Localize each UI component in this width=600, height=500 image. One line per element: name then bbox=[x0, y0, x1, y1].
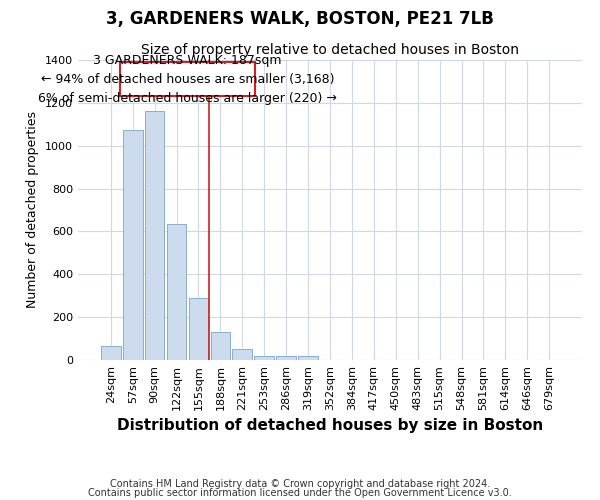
X-axis label: Distribution of detached houses by size in Boston: Distribution of detached houses by size … bbox=[117, 418, 543, 433]
Text: 3 GARDENERS WALK: 187sqm
← 94% of detached houses are smaller (3,168)
6% of semi: 3 GARDENERS WALK: 187sqm ← 94% of detach… bbox=[38, 54, 337, 105]
Bar bbox=[232, 350, 252, 360]
Bar bbox=[276, 356, 296, 360]
Bar bbox=[145, 112, 164, 360]
Bar bbox=[254, 356, 274, 360]
Text: 3, GARDENERS WALK, BOSTON, PE21 7LB: 3, GARDENERS WALK, BOSTON, PE21 7LB bbox=[106, 10, 494, 28]
Bar bbox=[188, 298, 208, 360]
Bar bbox=[167, 224, 187, 360]
Text: Contains HM Land Registry data © Crown copyright and database right 2024.: Contains HM Land Registry data © Crown c… bbox=[110, 479, 490, 489]
Bar bbox=[101, 346, 121, 360]
Bar bbox=[123, 130, 143, 360]
Title: Size of property relative to detached houses in Boston: Size of property relative to detached ho… bbox=[141, 44, 519, 58]
Y-axis label: Number of detached properties: Number of detached properties bbox=[26, 112, 40, 308]
Bar bbox=[298, 356, 318, 360]
Text: Contains public sector information licensed under the Open Government Licence v3: Contains public sector information licen… bbox=[88, 488, 512, 498]
FancyBboxPatch shape bbox=[119, 62, 256, 96]
Bar bbox=[211, 332, 230, 360]
